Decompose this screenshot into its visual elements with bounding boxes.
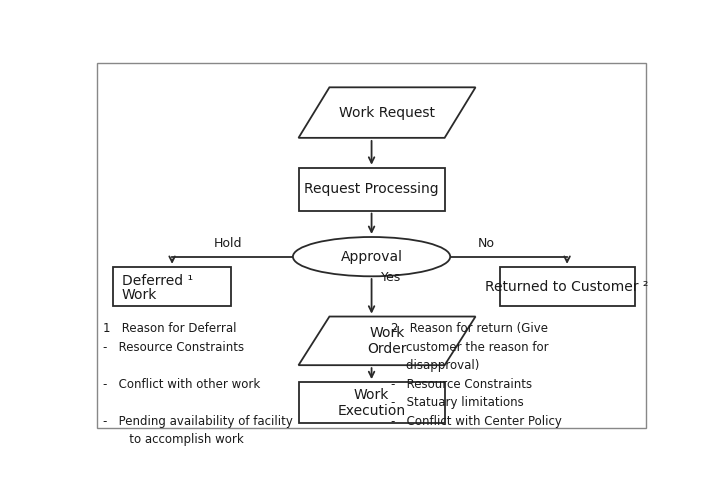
Polygon shape (299, 87, 476, 138)
Ellipse shape (293, 237, 450, 277)
Text: Deferred ¹: Deferred ¹ (122, 274, 193, 288)
Text: Work: Work (122, 288, 157, 302)
Text: No: No (478, 237, 495, 250)
Text: Request Processing: Request Processing (304, 182, 439, 196)
Polygon shape (299, 316, 476, 365)
Text: Work
Execution: Work Execution (338, 387, 405, 417)
Bar (299, 168, 444, 211)
Text: Work
Order: Work Order (368, 326, 407, 356)
Bar (500, 267, 634, 306)
Text: 1   Reason for Deferral
-   Resource Constraints

-   Conflict with other work

: 1 Reason for Deferral - Resource Constra… (103, 322, 293, 446)
Text: Yes: Yes (381, 271, 402, 284)
Text: Approval: Approval (341, 250, 402, 264)
Text: 2   Reason for return (Give
    customer the reason for
    disapproval)
-   Res: 2 Reason for return (Give customer the r… (392, 322, 562, 428)
Bar (113, 267, 231, 306)
Text: Hold: Hold (214, 237, 243, 250)
Text: Returned to Customer ²: Returned to Customer ² (486, 279, 649, 294)
Bar (299, 382, 444, 423)
Text: Work Request: Work Request (339, 105, 435, 120)
